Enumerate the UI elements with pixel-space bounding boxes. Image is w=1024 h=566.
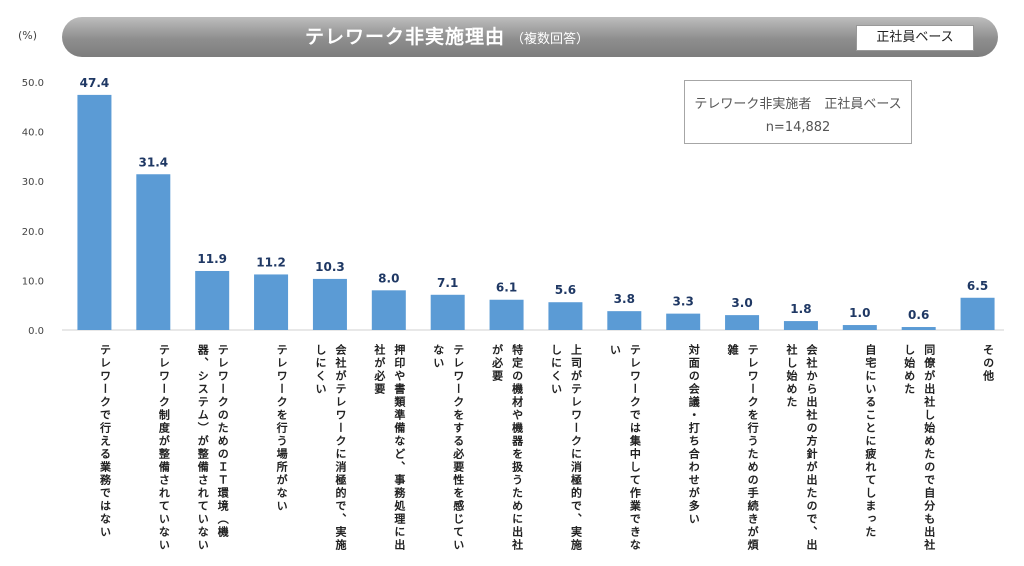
sample-info-box: テレワーク非実施者 正社員ベース n=14,882 bbox=[684, 80, 912, 144]
category-label: テレワークを行うための手続きが煩雑 bbox=[726, 344, 760, 552]
y-tick-label: 20.0 bbox=[22, 227, 44, 238]
data-label: 47.4 bbox=[80, 76, 110, 90]
category-label: その他 bbox=[981, 344, 995, 383]
bar bbox=[430, 294, 465, 330]
category-label: 上司がテレワークに消極的で、実施しにくい bbox=[549, 344, 583, 552]
bar bbox=[312, 278, 347, 330]
data-label: 6.1 bbox=[496, 281, 517, 295]
data-label: 10.3 bbox=[315, 260, 345, 274]
bar bbox=[371, 290, 406, 330]
bar bbox=[489, 299, 524, 330]
bar bbox=[195, 270, 230, 330]
bar bbox=[960, 297, 995, 330]
chart-title: テレワーク非実施理由 （複数回答） bbox=[62, 17, 832, 57]
sample-size-label: n=14,882 bbox=[765, 120, 831, 135]
sample-info-line1: テレワーク非実施者 正社員ベース bbox=[694, 97, 902, 112]
category-label: 会社がテレワークに消極的で、実施しにくい bbox=[313, 344, 347, 552]
y-tick-label: 30.0 bbox=[22, 177, 44, 188]
data-label: 3.0 bbox=[731, 296, 752, 310]
category-label: テレワークをする必要性を感じていない bbox=[431, 344, 465, 552]
data-label: 31.4 bbox=[139, 155, 169, 169]
y-tick-label: 0.0 bbox=[28, 326, 44, 337]
chart-title-main: テレワーク非実施理由 bbox=[304, 26, 505, 48]
category-label: 同僚が出社し始めたので自分も出社し始めた bbox=[902, 344, 936, 552]
bar bbox=[254, 274, 289, 330]
base-badge: 正社員ベース bbox=[856, 25, 974, 51]
bar bbox=[548, 302, 583, 330]
category-label: テレワークを行う場所がない bbox=[275, 344, 289, 513]
y-axis-unit-label: (%) bbox=[18, 29, 38, 42]
data-label: 3.3 bbox=[673, 295, 694, 309]
chart-title-bar: テレワーク非実施理由 （複数回答） 正社員ベース bbox=[62, 17, 998, 57]
category-label: 会社から出社の方針が出たので、出社し始めた bbox=[784, 344, 818, 552]
bar bbox=[666, 313, 701, 330]
y-tick-label: 50.0 bbox=[22, 78, 44, 89]
category-label: テレワークでは集中して作業できない bbox=[608, 344, 642, 552]
category-label: テレワーク制度が整備されていない bbox=[157, 344, 171, 552]
category-label: 自宅にいることに疲れてしまった bbox=[863, 344, 877, 539]
bar bbox=[607, 311, 642, 330]
bar bbox=[136, 174, 171, 330]
data-label: 1.8 bbox=[790, 302, 811, 316]
category-label: 対面の会議・打ち合わせが多い bbox=[687, 344, 701, 526]
category-label: 特定の機材や機器を扱うために出社が必要 bbox=[490, 344, 524, 552]
y-tick-label: 40.0 bbox=[22, 128, 44, 139]
bar bbox=[77, 94, 112, 331]
y-tick-label: 10.0 bbox=[22, 276, 44, 287]
data-label: 6.5 bbox=[967, 279, 988, 293]
data-label: 1.0 bbox=[849, 306, 870, 320]
category-label: テレワークのためのＩＴ環境（機器、システム）が整備されていない bbox=[196, 344, 230, 552]
data-label: 3.8 bbox=[614, 292, 635, 306]
category-label: 押印や書類準備など、事務処理に出社が必要 bbox=[372, 344, 406, 552]
chart-title-subtitle: （複数回答） bbox=[511, 32, 590, 47]
bar bbox=[901, 327, 936, 330]
data-label: 8.0 bbox=[378, 271, 399, 285]
data-label: 11.9 bbox=[197, 252, 227, 266]
data-label: 5.6 bbox=[555, 283, 576, 297]
bar bbox=[725, 315, 760, 330]
data-label: 7.1 bbox=[437, 276, 458, 290]
bar bbox=[783, 321, 818, 330]
data-label: 11.2 bbox=[256, 255, 286, 269]
bar bbox=[842, 325, 877, 330]
data-label: 0.6 bbox=[908, 308, 929, 322]
category-label: テレワークで行える業務ではない bbox=[98, 344, 112, 539]
